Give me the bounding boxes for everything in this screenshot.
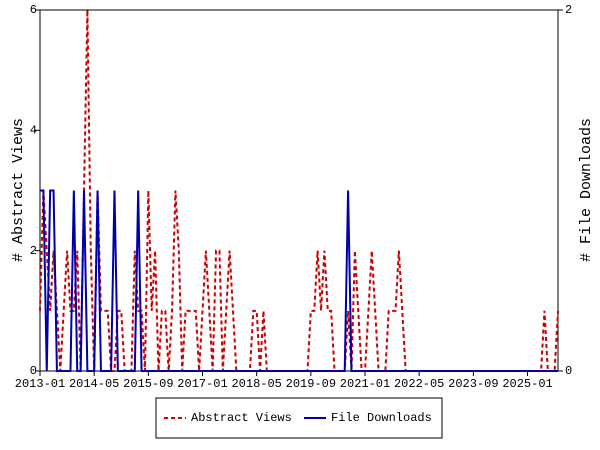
y2-tick-label: 2 (565, 3, 572, 17)
x-tick-label: 2021-01 (340, 377, 390, 391)
legend-box (155, 397, 443, 439)
y-tick-label: 0 (30, 364, 37, 378)
x-tick-label: 2025-01 (502, 377, 552, 391)
x-tick-label: 2015-09 (123, 377, 173, 391)
x-tick-label: 2017-01 (177, 377, 227, 391)
x-tick-label: 2022-05 (394, 377, 444, 391)
y2-axis-title: # File Downloads (578, 118, 595, 262)
y-tick-label: 2 (30, 244, 37, 258)
series-line (40, 189, 558, 372)
x-tick-label: 2014-05 (69, 377, 119, 391)
x-tick-label: 2018-05 (231, 377, 281, 391)
x-tick-label: 2019-09 (286, 377, 336, 391)
x-tick-label: 2013-01 (15, 377, 65, 391)
y-tick-label: 4 (30, 124, 37, 138)
x-tick-label: 2023-09 (448, 377, 498, 391)
y-tick-label: 6 (30, 3, 37, 17)
legend-label: Abstract Views (191, 411, 292, 425)
y2-tick-label: 0 (565, 364, 572, 378)
legend-label: File Downloads (331, 411, 432, 425)
y-axis-title: # Abstract Views (10, 118, 27, 262)
